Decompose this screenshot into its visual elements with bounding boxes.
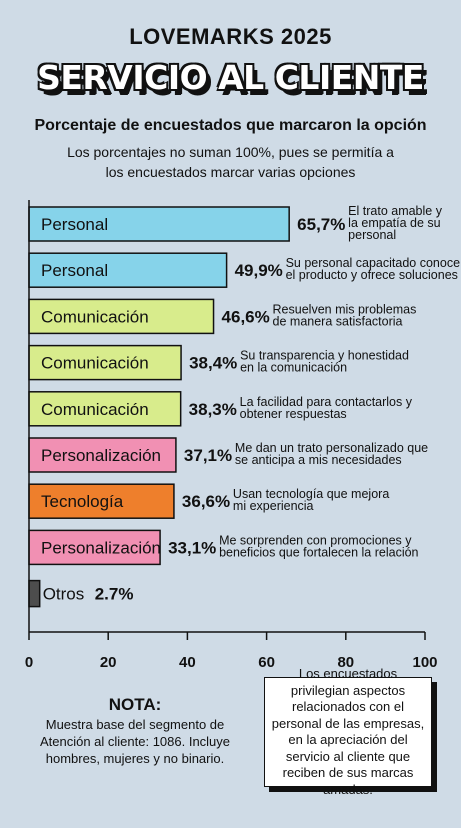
bar-category-label: Otros xyxy=(43,585,85,604)
x-tick-label: 40 xyxy=(179,654,196,671)
bar-category-label: Comunicación xyxy=(41,354,149,373)
bar-value-label: 36,6% xyxy=(182,492,230,511)
bar-description: La facilidad para contactarlos y obtener … xyxy=(240,395,413,421)
x-tick-label: 20 xyxy=(100,654,117,671)
bar-description: Me sorprenden con promociones y beneficio… xyxy=(219,533,418,559)
bar-value-label: 38,3% xyxy=(189,400,237,419)
bar-description-line: obtener respuestas xyxy=(240,407,347,421)
bar-value-label: 2.7% xyxy=(95,585,134,604)
bar-category-label: Personal xyxy=(41,261,108,280)
bar-description-line: de manera satisfactoria xyxy=(273,314,403,328)
bar-chart: Personal 65,7%El trato amable y la empatía… xyxy=(25,200,460,671)
bar-description-line: personal xyxy=(348,228,396,242)
bar xyxy=(28,483,175,519)
bar-description-line: La facilidad para contactarlos y xyxy=(240,395,413,409)
bar-category-label: Comunicación xyxy=(41,400,149,419)
bar-category-label: Tecnología xyxy=(41,492,124,511)
x-tick-label: 80 xyxy=(337,654,354,671)
bar-description-line: beneficios que fortalecen la relación xyxy=(219,545,418,559)
chart-subtitle: Porcentaje de encuestados que marcaron l… xyxy=(34,117,427,134)
bar-description-line: Resuelven mis problemas xyxy=(273,302,417,316)
bar-value-label: 37,1% xyxy=(184,446,232,465)
bar-description: Usan tecnología que mejora mi experiencia xyxy=(233,487,389,513)
bar xyxy=(28,298,215,335)
bar-description-line: la empatía de su xyxy=(348,216,440,230)
bar-value-label: 38,4% xyxy=(189,354,237,373)
nota-title: NOTA: xyxy=(108,695,162,714)
bar-value-label: 46,6% xyxy=(222,307,270,326)
callout-text: Los encuestados privilegian aspectos rel… xyxy=(271,666,425,797)
bar-description-line: Me dan un trato personalizado que xyxy=(235,441,428,455)
page-title: SERVICIO AL CLIENTE xyxy=(37,58,424,97)
bar-description-line: Usan tecnología que mejora xyxy=(233,487,389,501)
bar-value-label: 49,9% xyxy=(235,261,283,280)
x-tick-label: 60 xyxy=(258,654,275,671)
bar-description-line: Su transparencia y honestidad xyxy=(240,349,409,363)
bar xyxy=(28,529,161,566)
bar xyxy=(28,579,41,608)
bar-description-line: en la comunicación xyxy=(240,361,347,375)
bar-category-label: Personalización xyxy=(41,446,161,465)
bar-category-label: Personalización xyxy=(41,538,161,557)
bar-description: Me dan un trato personalizado que se anti… xyxy=(235,441,428,467)
bar xyxy=(28,344,182,381)
bar-value-label: 33,1% xyxy=(168,538,216,557)
nota-text: Muestra base del segmento de Atención al… xyxy=(39,717,231,766)
bar-value-label: 65,7% xyxy=(297,215,345,234)
bar-description: Su personal capacitado conoce el producto… xyxy=(286,256,460,282)
x-tick-label: 100 xyxy=(412,654,437,671)
x-tick-label: 0 xyxy=(25,654,33,671)
bar-description: El trato amable y la empatía de su persona… xyxy=(348,204,443,242)
bar-description-line: El trato amable y xyxy=(348,204,443,218)
callout-box: Los encuestados privilegian aspectos rel… xyxy=(264,666,432,797)
bar-description-line: Me sorprenden con promociones y xyxy=(219,533,412,547)
bar-description: Resuelven mis problemas de manera satisfa… xyxy=(273,302,417,328)
bar-description-line: el producto y ofrece soluciones xyxy=(286,268,458,282)
bar xyxy=(28,206,290,242)
bar xyxy=(28,391,182,427)
bar-category-label: Personal xyxy=(41,215,108,234)
bar-description-line: se anticipa a mis necesidades xyxy=(235,453,402,467)
kicker-title: LOVEMARKS 2025 xyxy=(129,24,332,49)
bar-description: Su transparencia y honestidad en la comun… xyxy=(240,349,409,375)
bar-description-line: mi experiencia xyxy=(233,499,314,513)
chart-note: Los porcentajes no suman 100%, pues se p… xyxy=(67,144,394,180)
bar-category-label: Comunicación xyxy=(41,307,149,326)
bar-description-line: Su personal capacitado conoce xyxy=(286,256,460,270)
bar xyxy=(28,437,177,473)
